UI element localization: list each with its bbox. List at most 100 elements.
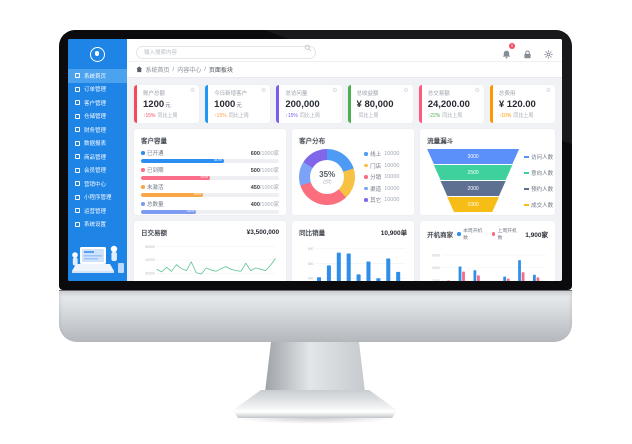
card-unit: 元	[236, 103, 242, 109]
gear-icon[interactable]	[544, 46, 553, 59]
legend-dot	[364, 152, 368, 156]
sidebar-item-miniapp[interactable]: 小程序管理	[68, 191, 127, 205]
legend-item[interactable]: 本周开机数	[457, 227, 487, 241]
sidebar-item-orders[interactable]: 订单管理	[68, 83, 127, 97]
sidebar-item-members[interactable]: 会员管理	[68, 164, 127, 178]
panel-total: ¥3,500,000	[246, 228, 280, 236]
search-input[interactable]	[136, 46, 316, 60]
funnel-tick	[524, 172, 530, 174]
stat-card-balance: 账户总额 ⚙ 1200元 ↑15% 同比上周	[134, 85, 200, 123]
legend-dot	[364, 175, 368, 179]
svg-text:6000: 6000	[432, 253, 440, 257]
sidebar-item-label: 营销中心	[84, 181, 107, 188]
sidebar-item-products[interactable]: 商品管理	[68, 150, 127, 164]
card-gear-icon[interactable]: ⚙	[403, 88, 409, 94]
progress-track: 50%	[141, 175, 280, 180]
funnel-label: 意向人数	[524, 169, 553, 177]
app-logo[interactable]	[68, 39, 127, 69]
grouped-bar-legend: 本周开机数 上周开机数	[457, 227, 521, 241]
middle-panels-row: 客户容量 已开通 600/1000家 60% 已到期 500/1000家 50%	[134, 129, 555, 215]
card-gear-icon[interactable]: ⚙	[545, 88, 552, 94]
card-trend: ↑10% 同比上周	[498, 113, 534, 119]
svg-text:2000: 2000	[432, 279, 440, 281]
legend-item[interactable]: 上周开机数	[491, 227, 522, 241]
card-gear-icon[interactable]: ⚙	[474, 88, 480, 94]
card-gear-icon[interactable]: ⚙	[260, 88, 267, 94]
legend-dot	[364, 198, 368, 202]
panel-traffic-funnel: 流量漏斗 3000 2500 2000 1000 访问人数 意向人数	[420, 129, 555, 215]
capacity-row: 已到期 500/1000家 50%	[141, 166, 280, 180]
notification-bell-icon[interactable]: 5	[502, 42, 515, 58]
capacity-row: 已开通 600/1000家 60%	[141, 149, 280, 163]
sidebar-nav: 系统首页 订单管理 客户管理 仓储管理 财务管理 数据报表 商品管理 会员管理 …	[68, 69, 127, 231]
sidebar-item-label: 商品管理	[84, 154, 107, 161]
sidebar: 系统首页 订单管理 客户管理 仓储管理 财务管理 数据报表 商品管理 会员管理 …	[68, 39, 127, 281]
capacity-label: 已到期	[147, 168, 164, 174]
progress-percent: 60%	[214, 158, 222, 162]
main-area: 5 系统首页 / 内容中心 / 页面板块	[127, 39, 562, 281]
sidebar-item-marketing[interactable]: 营销中心	[68, 177, 127, 191]
sidebar-item-customers[interactable]: 客户管理	[68, 96, 127, 110]
legend-item[interactable]: 线上 10000	[364, 150, 399, 158]
progress-percent: 50%	[200, 175, 209, 179]
funnel-tick	[524, 188, 530, 190]
sidebar-item-settings[interactable]: 系统设置	[68, 218, 127, 232]
card-value: 200,000	[285, 99, 320, 110]
sidebar-item-label: 运营管理	[84, 208, 107, 215]
card-gear-icon[interactable]: ⚙	[332, 88, 338, 94]
legend-item[interactable]: 分销 10000	[364, 173, 399, 181]
target-logo-icon	[90, 46, 105, 62]
members-icon	[75, 167, 80, 173]
top-bar: 5	[127, 39, 562, 62]
sidebar-item-warehouse[interactable]: 仓储管理	[68, 110, 127, 124]
donut-ring: 35% 占比	[299, 149, 356, 205]
legend-item[interactable]: 门店 10000	[364, 162, 399, 170]
sidebar-item-label: 会员管理	[84, 168, 107, 175]
progress-fill: 45%	[141, 192, 204, 197]
search-box	[136, 41, 316, 60]
breadcrumb-current: 页面板块	[208, 68, 233, 74]
card-trend: 同比上周	[358, 113, 379, 119]
card-title: 账户总额	[143, 91, 166, 97]
breadcrumb-home-icon[interactable]	[136, 66, 143, 73]
svg-text:900: 900	[308, 247, 314, 251]
funnel-layer: 1000	[447, 197, 499, 212]
operations-icon	[75, 208, 80, 214]
card-value: 24,200.00	[427, 99, 470, 110]
warehouse-icon	[75, 113, 80, 119]
sidebar-item-label: 客户管理	[84, 100, 107, 107]
customers-icon	[75, 100, 80, 106]
funnel-layer: 3000	[427, 149, 520, 164]
svg-text:30000: 30000	[145, 272, 155, 276]
legend-item[interactable]: 渠道 10000	[364, 185, 399, 193]
monitor-stand-base	[233, 390, 397, 418]
sidebar-item-label: 小程序管理	[84, 195, 112, 202]
capacity-row: 未激活 450/1000家 45%	[141, 183, 280, 197]
breadcrumb-home[interactable]: 系统首页	[145, 68, 170, 74]
stat-card-new-customers: 今日新增客户 ⚙ 1000元 ↑15% 同比上周	[205, 85, 271, 123]
capacity-value: 600/1000家	[250, 151, 280, 157]
breadcrumb: 系统首页 / 内容中心 / 页面板块	[127, 62, 562, 78]
notification-badge: 5	[509, 42, 515, 49]
panel-active-merchants: 开机商家 本周开机数 上周开机数 1,900家 2000 4000 6000	[420, 221, 555, 281]
capacity-value: 400/1000家	[250, 202, 280, 208]
card-gear-icon[interactable]: ⚙	[189, 88, 196, 94]
capacity-label: 总数量	[147, 202, 164, 208]
sidebar-item-home[interactable]: 系统首页	[68, 69, 127, 83]
panel-title: 开机商家	[427, 232, 454, 239]
orders-icon	[75, 86, 80, 92]
progress-percent: 45%	[193, 192, 202, 196]
stat-card-transactions: 总交易额 ⚙ 24,200.00 ↑22% 同比上周	[418, 85, 484, 123]
funnel-layer: 2000	[440, 181, 506, 196]
panel-title: 同比销量	[299, 230, 326, 237]
sidebar-item-finance[interactable]: 财务管理	[68, 123, 127, 137]
breadcrumb-section[interactable]: 内容中心	[177, 68, 202, 74]
dashboard-screen: 系统首页 订单管理 客户管理 仓储管理 财务管理 数据报表 商品管理 会员管理 …	[68, 39, 562, 281]
sidebar-item-label: 财务管理	[84, 127, 107, 134]
legend-item[interactable]: 其它 10000	[364, 196, 399, 204]
sidebar-item-operations[interactable]: 运营管理	[68, 204, 127, 218]
sidebar-item-reports[interactable]: 数据报表	[68, 137, 127, 151]
sidebar-item-label: 系统设置	[84, 222, 107, 229]
search-icon[interactable]	[304, 44, 312, 52]
lock-icon[interactable]	[523, 46, 532, 58]
